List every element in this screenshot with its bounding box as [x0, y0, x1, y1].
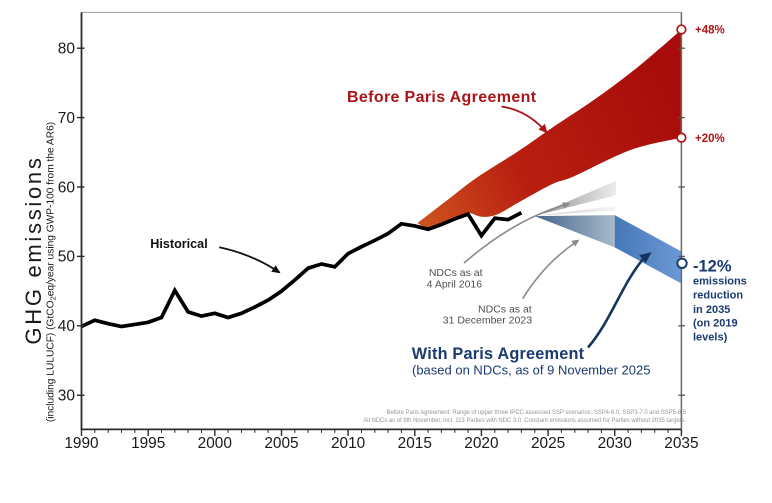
svg-text:2030: 2030	[598, 435, 632, 452]
svg-text:+48%: +48%	[695, 25, 725, 37]
svg-text:30: 30	[58, 388, 76, 405]
svg-text:2010: 2010	[331, 435, 365, 452]
svg-text:With Paris Agreement: With Paris Agreement	[412, 345, 585, 363]
svg-text:50: 50	[58, 249, 76, 266]
svg-text:80: 80	[58, 41, 76, 58]
svg-text:+20%: +20%	[695, 133, 725, 145]
svg-text:in 2035: in 2035	[693, 304, 730, 316]
svg-text:70: 70	[58, 110, 76, 127]
svg-text:2020: 2020	[464, 435, 498, 452]
svg-text:1995: 1995	[131, 435, 165, 452]
svg-text:1990: 1990	[64, 435, 98, 452]
svg-text:NDCs as at: NDCs as at	[429, 267, 483, 279]
svg-text:2035: 2035	[664, 435, 698, 452]
svg-text:2005: 2005	[264, 435, 298, 452]
svg-text:40: 40	[58, 318, 76, 335]
svg-text:-12%: -12%	[693, 258, 732, 276]
svg-text:GHG emissions: GHG emissions	[21, 155, 46, 344]
svg-text:60: 60	[58, 179, 76, 196]
svg-text:(based on NDCs, as of 9 Novemb: (based on NDCs, as of 9 November 2025	[412, 363, 650, 378]
svg-text:emissions: emissions	[693, 276, 747, 288]
svg-text:(on 2019: (on 2019	[693, 318, 738, 330]
svg-text:2015: 2015	[398, 435, 432, 452]
svg-text:Historical: Historical	[150, 237, 207, 251]
svg-text:4 April 2016: 4 April 2016	[427, 279, 483, 291]
svg-text:All NDCs as of 9th November, i: All NDCs as of 9th November, incl. 113 P…	[363, 418, 686, 424]
svg-text:2000: 2000	[198, 435, 232, 452]
svg-text:Before Paris Agreement: Before Paris Agreement	[347, 89, 537, 106]
svg-text:reduction: reduction	[693, 290, 743, 302]
svg-text:levels): levels)	[693, 332, 728, 344]
svg-text:Before Paris Agreement: Range: Before Paris Agreement: Range of upper t…	[387, 410, 687, 416]
svg-text:(including LULUCF) (GtCO2eq/ye: (including LULUCF) (GtCO2eq/year using G…	[46, 122, 58, 422]
svg-text:NDCs as at: NDCs as at	[478, 304, 532, 316]
svg-text:31 December 2023: 31 December 2023	[443, 315, 532, 327]
svg-text:2025: 2025	[531, 435, 565, 452]
